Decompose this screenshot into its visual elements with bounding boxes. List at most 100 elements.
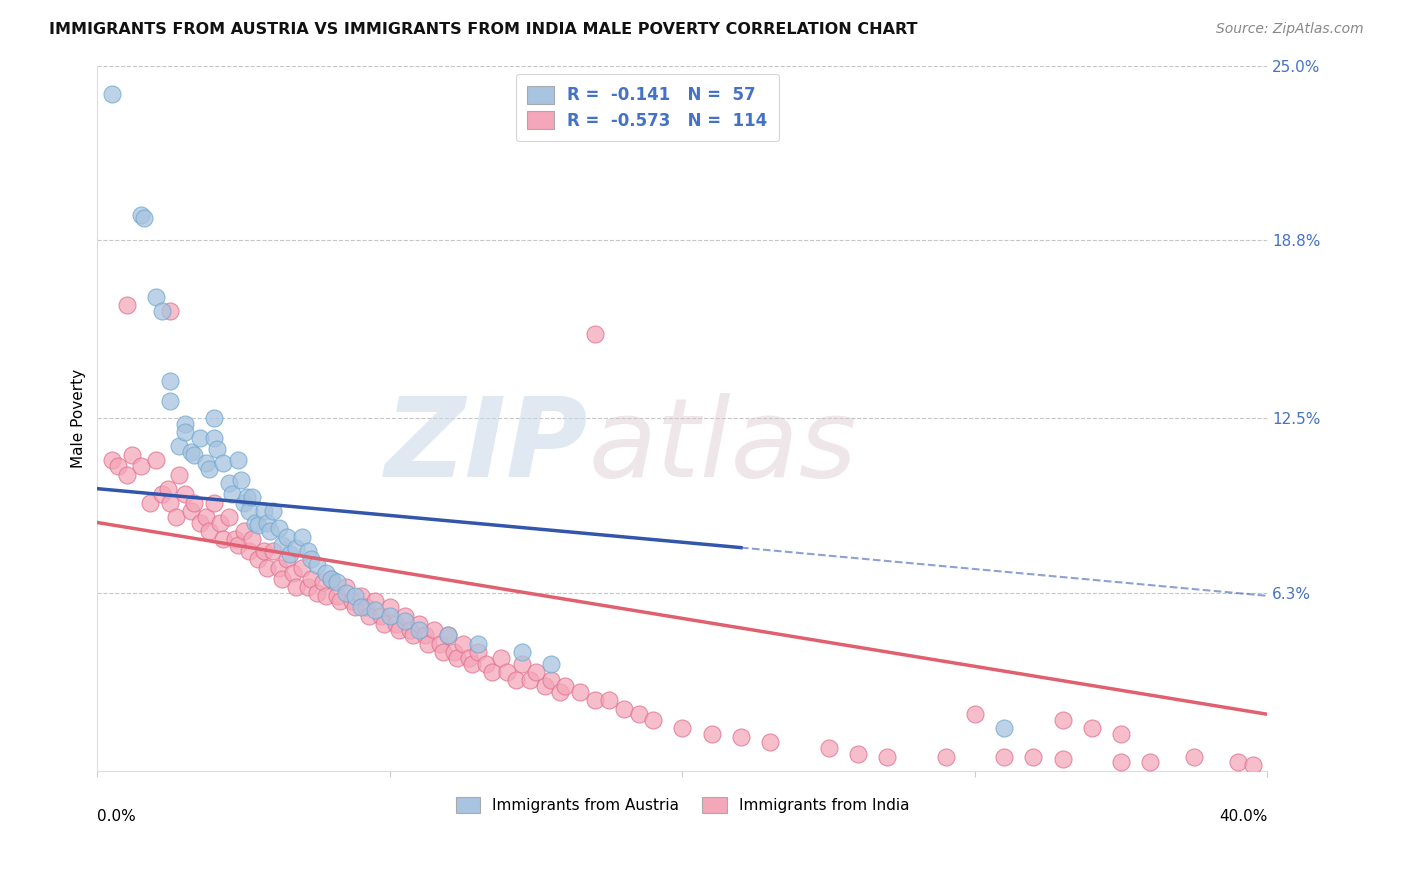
Point [165, 509, 187, 524]
Point [283, 566, 305, 581]
Point [315, 566, 337, 581]
Point [238, 543, 260, 558]
Point [218, 509, 240, 524]
Point [373, 617, 395, 632]
Point [276, 552, 298, 566]
Point [242, 533, 264, 547]
Point [554, 679, 576, 693]
Point [335, 580, 357, 594]
Point [197, 462, 219, 476]
Point [159, 304, 181, 318]
Point [202, 431, 225, 445]
Point [671, 722, 693, 736]
Point [299, 572, 322, 586]
Point [174, 425, 197, 440]
Point [1081, 722, 1104, 736]
Point [256, 560, 278, 574]
Point [1241, 758, 1264, 772]
Point [253, 543, 276, 558]
Point [267, 560, 290, 574]
Point [212, 456, 235, 470]
Point [229, 473, 252, 487]
Point [238, 504, 260, 518]
Point [349, 600, 371, 615]
Point [139, 496, 162, 510]
Point [280, 547, 302, 561]
Point [285, 580, 308, 594]
Point [247, 518, 270, 533]
Point [524, 665, 547, 679]
Point [235, 490, 257, 504]
Point [993, 749, 1015, 764]
Point [167, 467, 190, 482]
Text: ZIP: ZIP [385, 392, 589, 500]
Point [270, 572, 292, 586]
Point [167, 439, 190, 453]
Point [212, 533, 235, 547]
Point [115, 298, 138, 312]
Point [467, 637, 489, 651]
Point [188, 516, 211, 530]
Point [730, 730, 752, 744]
Point [232, 496, 254, 510]
Point [134, 211, 156, 225]
Point [156, 482, 179, 496]
Point [481, 665, 503, 679]
Point [267, 521, 290, 535]
Point [291, 560, 314, 574]
Point [247, 552, 270, 566]
Point [613, 701, 636, 715]
Point [343, 589, 366, 603]
Point [340, 594, 363, 608]
Point [384, 617, 406, 632]
Point [209, 516, 232, 530]
Point [489, 651, 512, 665]
Point [145, 453, 167, 467]
Point [129, 459, 152, 474]
Point [364, 603, 387, 617]
Point [423, 623, 446, 637]
Point [276, 530, 298, 544]
Point [700, 727, 723, 741]
Point [388, 623, 411, 637]
Point [467, 645, 489, 659]
Point [326, 589, 349, 603]
Point [505, 673, 527, 688]
Point [443, 645, 465, 659]
Point [253, 504, 276, 518]
Point [299, 552, 322, 566]
Point [408, 623, 430, 637]
Point [202, 496, 225, 510]
Point [188, 431, 211, 445]
Point [232, 524, 254, 538]
Point [540, 657, 562, 671]
Point [759, 735, 782, 749]
Point [432, 645, 454, 659]
Point [399, 623, 422, 637]
Point [315, 589, 337, 603]
Point [329, 594, 352, 608]
Point [180, 445, 202, 459]
Point [1052, 713, 1074, 727]
Point [402, 628, 425, 642]
Point [150, 304, 173, 318]
Point [270, 538, 292, 552]
Point [475, 657, 498, 671]
Point [569, 684, 592, 698]
Point [180, 504, 202, 518]
Point [159, 394, 181, 409]
Point [150, 487, 173, 501]
Point [846, 747, 869, 761]
Point [548, 684, 571, 698]
Point [297, 543, 319, 558]
Point [159, 496, 181, 510]
Point [202, 411, 225, 425]
Point [349, 589, 371, 603]
Point [510, 645, 533, 659]
Point [583, 326, 606, 341]
Point [394, 608, 416, 623]
Point [394, 614, 416, 628]
Point [993, 722, 1015, 736]
Point [583, 693, 606, 707]
Point [245, 516, 267, 530]
